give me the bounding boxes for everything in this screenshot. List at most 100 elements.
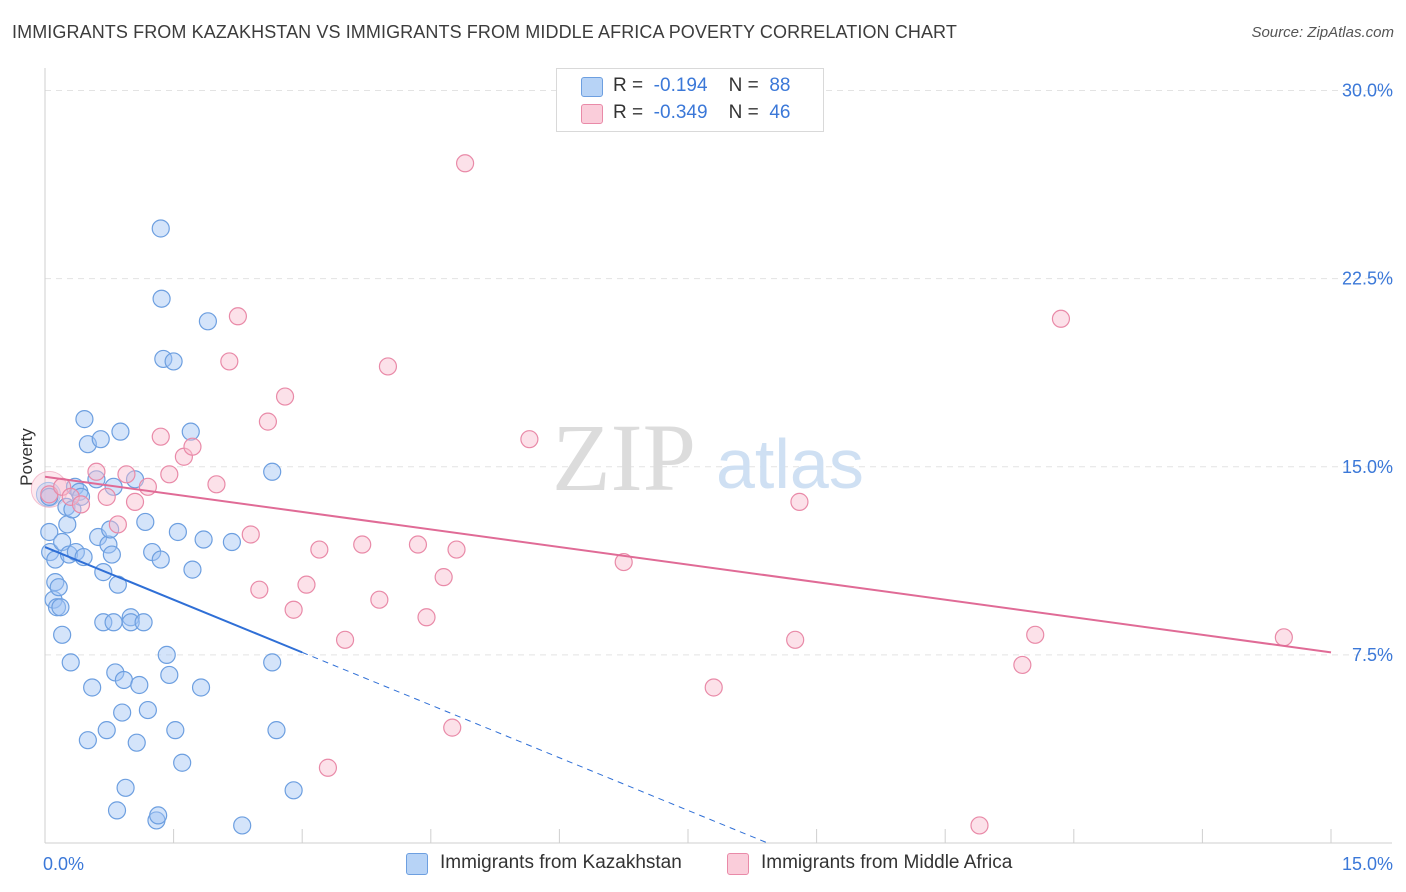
kazakhstan-point (164, 352, 183, 371)
kazakhstan-point (71, 487, 91, 506)
kazakhstan-point (102, 545, 121, 564)
kazakhstan-point (78, 731, 97, 750)
kazakhstan-point (151, 219, 170, 238)
middle-africa-point (704, 678, 723, 697)
bottom-legend-swatch-blue (406, 853, 428, 875)
kazakhstan-point (97, 721, 116, 740)
middle-africa-point (108, 515, 127, 534)
kazakhstan-point (91, 430, 110, 449)
kazakhstan-point (198, 312, 217, 331)
kazakhstan-point (94, 613, 113, 632)
kazakhstan-point (166, 721, 185, 740)
middle-africa-point (138, 477, 157, 496)
watermark: ZIP atlas (552, 404, 864, 511)
x-tick-label: 15.0% (1342, 854, 1393, 874)
middle-africa-point (378, 357, 398, 376)
middle-africa-point (310, 540, 329, 559)
watermark-atlas: atlas (716, 425, 864, 503)
kazakhstan-point (51, 598, 70, 617)
kazakhstan-point (168, 522, 187, 542)
axis-layer (44, 68, 1392, 844)
kazakhstan-point (222, 532, 241, 552)
kazakhstan-point (53, 625, 72, 644)
kazakhstan-point (183, 560, 202, 579)
kazakhstan-point (194, 530, 213, 549)
middle-africa-point (408, 535, 428, 554)
middle-africa-point (1051, 309, 1071, 328)
kazakhstan-point (130, 675, 149, 695)
middle-africa-point (786, 630, 805, 649)
kazakhstan-point (136, 512, 155, 532)
middle-africa-point (87, 462, 106, 481)
tick-label-layer: 7.5% 15.0% 22.5% 30.0% 0.0% 15.0% (43, 81, 1393, 874)
kazakhstan-point (94, 563, 113, 582)
kazakhstan-point (134, 613, 153, 632)
middle-africa-point (353, 535, 372, 554)
kazakhstan-point (149, 806, 168, 825)
middle-africa-point (443, 718, 462, 737)
kazakhstan-point (173, 753, 192, 772)
legend-r-label: R = (613, 102, 644, 123)
kazakhstan-trend-line (44, 546, 303, 654)
bottom-legend-label: Immigrants from Kazakhstan (440, 852, 682, 873)
kazakhstan-point (61, 653, 80, 672)
middle-africa-point (614, 552, 633, 572)
source-credit: Source: ZipAtlas.com (1251, 24, 1394, 41)
legend-n-value: 46 (769, 102, 791, 123)
kazakhstan-point (83, 678, 102, 697)
middle-africa-trend-line (44, 475, 1332, 654)
middle-africa-point (447, 540, 466, 559)
middle-africa-point (1026, 625, 1045, 644)
kazakhstan-point (284, 781, 303, 800)
middle-africa-point (1274, 628, 1293, 647)
legend-swatch-blue (581, 77, 603, 97)
kazakhstan-point (138, 700, 157, 720)
kazakhstan-point (233, 816, 252, 835)
kazakhstan-point (113, 703, 132, 722)
middle-africa-point (228, 307, 247, 326)
legend-r-value: -0.349 (653, 102, 708, 123)
middle-africa-point (97, 487, 116, 506)
y-tick-label: 7.5% (1352, 645, 1393, 665)
middle-africa-point (183, 437, 202, 456)
middle-africa-point (258, 412, 278, 431)
kazakhstan-point (191, 678, 211, 697)
middle-africa-point (207, 475, 226, 494)
middle-africa-point (455, 154, 475, 173)
bottom-legend-swatch-pink (727, 853, 749, 875)
kazakhstan-point (263, 462, 282, 481)
kazakhstan-point (99, 535, 118, 554)
chart-title: IMMIGRANTS FROM KAZAKHSTAN VS IMMIGRANTS… (12, 22, 957, 42)
trend-layer (44, 475, 1332, 844)
kazakhstan-point (49, 578, 68, 597)
legend-r-label: R = (613, 75, 644, 96)
kazakhstan-point (157, 645, 176, 664)
x-tick-label: 0.0% (43, 854, 84, 874)
kazakhstan-point (58, 515, 77, 534)
kazakhstan-point (46, 573, 65, 592)
bottom-legend-label: Immigrants from Middle Africa (761, 852, 1013, 873)
y-tick-label: 30.0% (1342, 81, 1393, 101)
middle-africa-point (335, 630, 355, 649)
middle-africa-point (71, 495, 91, 514)
kazakhstan-point (267, 721, 286, 740)
kazakhstan-point (40, 522, 59, 542)
middle-africa-point (61, 487, 80, 506)
middle-africa-point (275, 387, 295, 406)
middle-africa-point (790, 492, 809, 511)
middle-africa-point (220, 352, 239, 371)
middle-africa-point (1013, 655, 1032, 675)
middle-africa-point (151, 427, 170, 446)
middle-africa-point (318, 758, 338, 777)
correlation-legend: R = -0.194 N = 88 R = -0.349 N = 46 (556, 68, 824, 132)
kazakhstan-point (35, 481, 61, 507)
middle-africa-point (117, 465, 136, 484)
middle-africa-point (297, 575, 316, 594)
middle-africa-point (160, 465, 179, 484)
middle-africa-point (520, 430, 539, 449)
kazakhstan-point (160, 665, 179, 685)
kazakhstan-point (152, 289, 171, 308)
middle-africa-point (241, 525, 260, 544)
kazakhstan-point (75, 410, 94, 429)
